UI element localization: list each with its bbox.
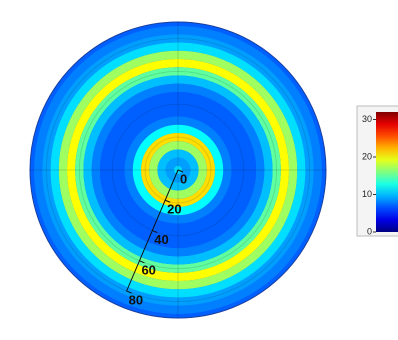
plot-border <box>29 21 327 319</box>
intensity-ring <box>58 50 298 290</box>
tick-mark <box>126 290 132 294</box>
grid-line <box>111 103 245 237</box>
intensity-ring <box>99 91 257 249</box>
intensity-ring <box>149 141 207 199</box>
intensity-ring <box>83 75 273 265</box>
grid-line <box>45 37 311 303</box>
intensity-ring <box>42 34 314 306</box>
r-tick-label: 40 <box>154 232 168 247</box>
intensity-ring <box>30 22 326 318</box>
colorbar-tick-label: 30 <box>362 114 372 124</box>
r-tick-label: 60 <box>141 262 155 277</box>
intensity-ring <box>132 124 224 216</box>
intensity-ring <box>91 83 265 257</box>
intensity-ring <box>141 133 216 208</box>
tick-mark <box>164 199 171 203</box>
r-tick-label: 80 <box>129 293 143 308</box>
tick-mark <box>177 169 184 173</box>
intensity-ring <box>157 149 199 191</box>
r-tick-label: 20 <box>167 202 181 217</box>
intensity-ring <box>173 165 183 175</box>
grid-line <box>144 136 212 204</box>
grid-line <box>78 70 278 270</box>
intensity-ring <box>50 42 306 298</box>
colorbar-tick-label: 10 <box>362 189 372 199</box>
colorbar-tick-label: 20 <box>362 151 372 161</box>
intensity-ring <box>165 157 191 183</box>
tick-mark <box>152 230 158 234</box>
intensity-ring <box>75 67 281 273</box>
r-tick-label: 0 <box>180 171 187 186</box>
intensity-ring <box>67 59 289 281</box>
intensity-ring <box>116 108 240 232</box>
colorbar <box>376 112 398 232</box>
intensity-ring <box>108 100 248 240</box>
tick-mark <box>139 260 145 264</box>
intensity-ring <box>124 116 232 224</box>
colorbar-tick-label: 0 <box>367 226 372 236</box>
intensity-ring <box>34 26 322 314</box>
